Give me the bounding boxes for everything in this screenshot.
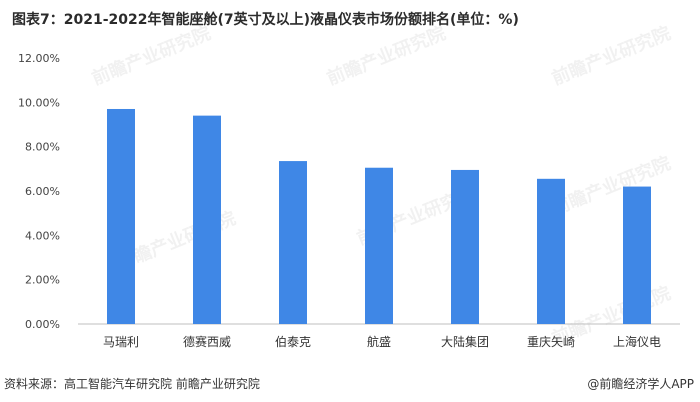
bar [365,167,393,324]
bar [279,161,307,324]
watermark-text: 前瞻产业研究院 [549,152,674,220]
y-tick-label: 10.00% [18,96,60,109]
x-tick-label: 大陆集团 [441,334,489,349]
bar [107,108,135,324]
watermark-text: 前瞻产业研究院 [89,22,214,90]
source-note: 资料来源：高工智能汽车研究院 前瞻产业研究院 [4,377,260,391]
x-tick-label: 德赛西威 [183,334,231,349]
brand-label: @前瞻经济学人APP [587,377,694,391]
chart-title: 图表7：2021-2022年智能座舱(7英寸及以上)液晶仪表市场份额排名(单位：… [12,12,519,28]
y-tick-label: 12.00% [18,52,60,65]
y-tick-label: 4.00% [25,229,60,242]
x-tick-label: 上海仪电 [613,334,661,349]
x-axis: 马瑞利 德赛西威 伯泰克 航盛 大陆集团 重庆矢崎 上海仪电 [103,334,661,349]
watermark-text: 前瞻产业研究院 [549,22,674,90]
y-tick-label: 8.00% [25,141,60,154]
watermark-text: 前瞻产业研究院 [324,22,449,90]
bar [537,178,565,324]
x-tick-label: 伯泰克 [275,334,311,349]
x-tick-label: 马瑞利 [103,335,139,349]
x-tick-label: 航盛 [367,334,391,349]
bar [193,115,221,324]
bar [451,169,479,324]
x-tick-label: 重庆矢崎 [527,335,575,349]
y-axis: 0.00% 2.00% 4.00% 6.00% 8.00% 10.00% 12.00% [18,52,60,331]
y-tick-label: 0.00% [25,318,60,331]
bars [107,108,651,324]
bar [623,186,651,324]
y-tick-label: 2.00% [25,274,60,287]
y-tick-label: 6.00% [25,185,60,198]
